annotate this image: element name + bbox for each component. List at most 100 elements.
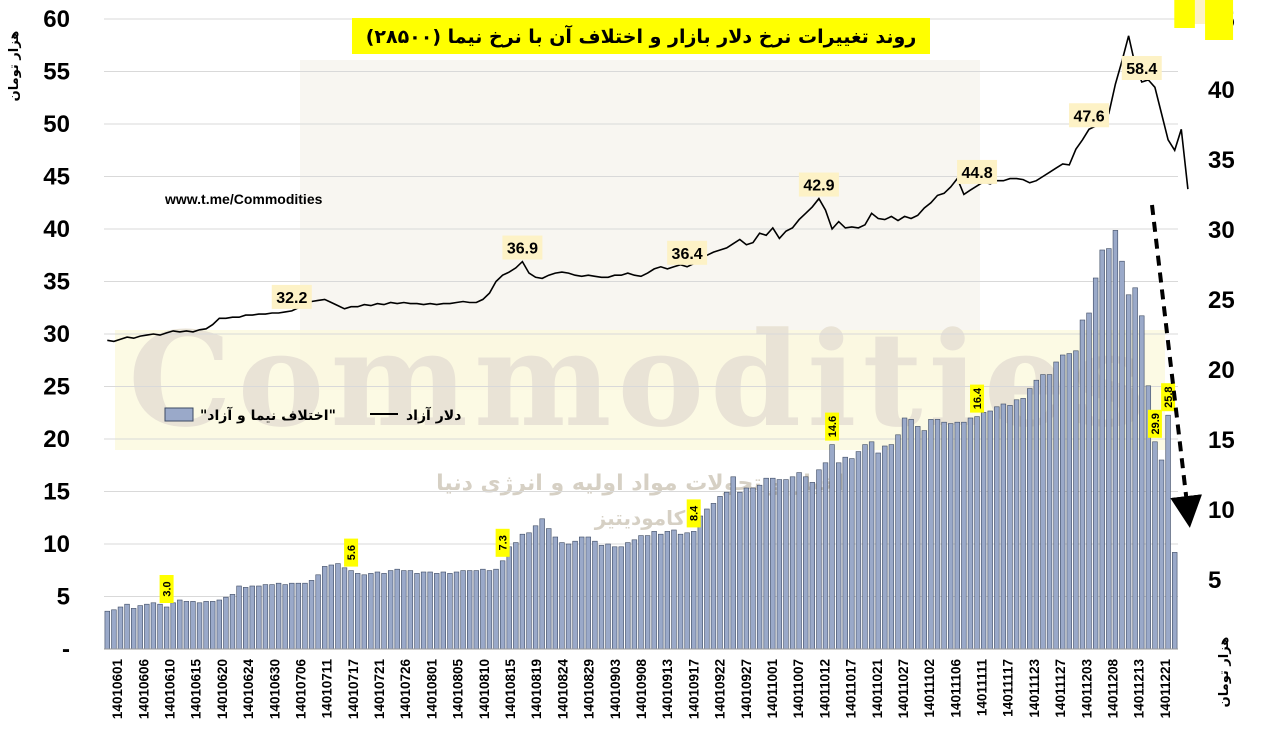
bar (223, 596, 229, 650)
x-tick-label: 14011117 (1001, 659, 1016, 717)
bar (789, 476, 796, 650)
bar (915, 426, 921, 650)
x-tick-label: 14010801 (424, 659, 439, 720)
bar (387, 570, 394, 650)
x-tick-label: 14010726 (398, 659, 413, 720)
bar (664, 531, 671, 650)
left-tick-label: - (62, 636, 70, 663)
bar (677, 533, 684, 650)
bar (401, 570, 407, 650)
left-tick-label: 50 (43, 111, 70, 138)
bar-label-text: 14.8 (0, 0, 11, 3)
legend: "اختلاف نیما و آزاد" دلار آزاد (164, 406, 461, 424)
source-url: www.t.me/Commodities (164, 191, 323, 207)
x-tick-label: 14011021 (870, 659, 885, 719)
bar (256, 585, 262, 650)
x-tick-label: 14010601 (110, 659, 125, 720)
line-label-box (1069, 103, 1110, 128)
x-tick-label: 14011111 (975, 659, 990, 717)
bar (585, 536, 591, 650)
bar (269, 584, 275, 650)
legend-line-label: دلار آزاد (406, 406, 461, 424)
x-tick-label: 14011208 (1106, 659, 1121, 719)
bar (730, 476, 736, 650)
chart-title: روند تغییرات نرخ دلار بازار و اختلاف آن … (352, 18, 930, 54)
bar-label-box (344, 538, 359, 567)
bar (803, 476, 809, 650)
bar (809, 482, 815, 650)
x-tick-label: 14010913 (660, 659, 675, 720)
bar (196, 602, 203, 650)
bar (361, 574, 367, 650)
x-tick-label: 14010615 (189, 659, 204, 720)
x-tick-label: 14010917 (686, 659, 701, 719)
data-labels: 32.236.936.442.944.847.658.443.83.05.67.… (0, 0, 1234, 603)
bar (598, 545, 605, 650)
x-tick-label: 14010903 (608, 659, 623, 720)
axes: - 5 10 15 20 25 30 35 40 45 50 55 60 5 10 15 20 25 30 35 40 4… (43, 6, 1234, 719)
watermark: Commodities اخبار و تحولات مواد اولیه و … (115, 60, 1165, 530)
bar (928, 419, 934, 650)
line-value-label: 36.4 (667, 240, 708, 265)
bar-label-box (159, 575, 174, 603)
bar-value-label: 29.9 (1147, 409, 1162, 438)
x-tick-label: 14010630 (267, 659, 282, 719)
line-label-text: 43.8 (1185, 0, 1216, 4)
x-tick-label: 14011102 (922, 659, 937, 718)
right-tick-label: 5 (1208, 567, 1221, 594)
left-tick-label: 60 (43, 6, 70, 33)
bar (407, 570, 414, 650)
bar (895, 434, 901, 650)
bar (704, 508, 710, 650)
bar (565, 543, 572, 650)
line-label-box (1121, 56, 1162, 80)
bar (559, 542, 565, 650)
bar (572, 540, 578, 650)
bar-value-label: 3.0 (159, 575, 174, 603)
bar-label-text: 16.4 (972, 387, 984, 409)
last-label-text: 6.9 (0, 0, 15, 5)
bar (328, 564, 334, 650)
bar (1086, 312, 1092, 650)
x-tick-label: 14010610 (163, 659, 178, 719)
x-tick-label: 14011123 (1027, 659, 1042, 718)
bar (1033, 379, 1040, 650)
bar (315, 574, 321, 650)
left-tick-label: 30 (43, 321, 70, 348)
bar (420, 571, 427, 650)
x-tick-label: 14011012 (817, 659, 832, 718)
line-value-label: 47.6 (1069, 103, 1110, 128)
bar-value-label: 14.8 (0, 0, 1195, 28)
x-tick-label: 14010721 (372, 659, 387, 720)
bar (144, 603, 150, 650)
bar (242, 587, 249, 650)
left-tick-label: 25 (43, 374, 70, 401)
bar (519, 533, 526, 650)
bar-value-label: 16.4 (970, 384, 985, 413)
line-label-text: 32.2 (276, 290, 307, 307)
bar (954, 421, 960, 650)
right-tick-label: 30 (1208, 217, 1235, 244)
bar (368, 573, 374, 650)
bar (756, 484, 763, 650)
bar (671, 529, 677, 650)
bar (150, 602, 157, 650)
line-label-box (798, 172, 839, 197)
line-value-label: 42.9 (798, 172, 839, 197)
bar (1060, 354, 1066, 650)
bar (190, 601, 196, 650)
left-tick-label: 20 (43, 426, 70, 453)
line-label-text: 44.8 (961, 165, 992, 182)
x-tick-label: 14010824 (555, 659, 570, 720)
right-tick-label: 15 (1208, 427, 1235, 454)
right-axis-unit: هزار تومان (1217, 637, 1232, 708)
bar (374, 571, 381, 650)
bar (460, 570, 466, 650)
bar-value-label: 8.4 (686, 499, 701, 528)
bar (849, 458, 855, 650)
bar (967, 417, 974, 650)
bar (289, 582, 295, 650)
line-label-text: 36.9 (507, 241, 538, 258)
